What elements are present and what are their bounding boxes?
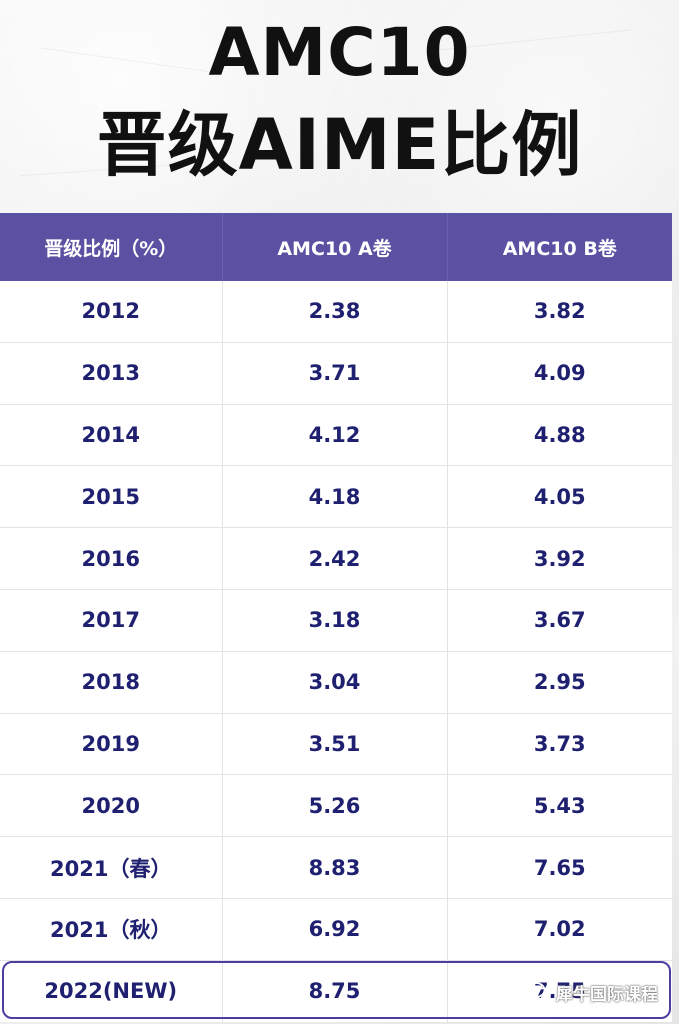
amc10b-value: 2.95 xyxy=(447,651,672,714)
amc10b-value: 5.43 xyxy=(447,774,672,838)
amc10a-value: 6.92 xyxy=(222,898,448,961)
year-cell: 2013 xyxy=(0,342,223,405)
results-table-container: 晋级比例（%） AMC10 A卷 AMC10 B卷 2012 2.38 3.82… xyxy=(0,213,672,1022)
table-row: 2014 4.12 4.88 xyxy=(0,404,672,467)
header-amc10b: AMC10 B卷 xyxy=(447,213,672,281)
header-ratio-label: 晋级比例（%） xyxy=(0,213,223,281)
table-row: 2021（春） 8.83 7.65 xyxy=(0,836,672,899)
table-row: 2018 3.04 2.95 xyxy=(0,651,672,714)
year-cell: 2022(NEW) xyxy=(0,960,223,1022)
watermark: 犀牛国际课程 xyxy=(526,979,658,1005)
amc10b-value: 4.05 xyxy=(447,465,672,529)
amc10a-value: 8.83 xyxy=(222,836,448,899)
table-row: 2015 4.18 4.05 xyxy=(0,465,672,529)
amc10b-value: 4.09 xyxy=(447,342,672,405)
header-amc10a: AMC10 A卷 xyxy=(222,213,448,281)
table-row: 2020 5.26 5.43 xyxy=(0,774,672,838)
amc10b-value: 3.67 xyxy=(447,589,672,652)
amc10b-value: 3.82 xyxy=(447,281,672,343)
amc10b-value: 4.88 xyxy=(447,404,672,467)
table-row: 2013 3.71 4.09 xyxy=(0,342,672,405)
year-cell: 2018 xyxy=(0,651,223,714)
amc10a-value: 3.04 xyxy=(222,651,448,714)
amc10b-value: 7.65 xyxy=(447,836,672,899)
table-header-row: 晋级比例（%） AMC10 A卷 AMC10 B卷 xyxy=(0,213,672,281)
year-cell: 2021（春） xyxy=(0,836,223,899)
results-table: 晋级比例（%） AMC10 A卷 AMC10 B卷 2012 2.38 3.82… xyxy=(0,213,672,1022)
amc10b-value: 7.75 xyxy=(447,960,672,1022)
amc10a-value: 2.42 xyxy=(222,527,448,590)
amc10b-value: 3.73 xyxy=(447,713,672,776)
year-cell: 2014 xyxy=(0,404,223,467)
table-row: 2017 3.18 3.67 xyxy=(0,589,672,652)
year-cell: 2017 xyxy=(0,589,223,652)
watermark-text: 犀牛国际课程 xyxy=(556,984,658,1005)
amc10a-value: 4.18 xyxy=(222,465,448,529)
year-cell: 2016 xyxy=(0,527,223,590)
year-cell: 2021（秋） xyxy=(0,898,223,961)
year-cell: 2012 xyxy=(0,281,223,343)
amc10a-value: 3.71 xyxy=(222,342,448,405)
page-title-line1: AMC10 xyxy=(208,14,471,91)
year-cell: 2019 xyxy=(0,713,223,776)
amc10a-value: 2.38 xyxy=(222,281,448,343)
amc10a-value: 3.51 xyxy=(222,713,448,776)
table-row-highlighted: 2022(NEW) 8.75 7.75 xyxy=(0,960,672,1022)
table-row: 2012 2.38 3.82 xyxy=(0,281,672,343)
table-row: 2016 2.42 3.92 xyxy=(0,527,672,590)
year-cell: 2020 xyxy=(0,774,223,838)
table-row: 2019 3.51 3.73 xyxy=(0,713,672,776)
amc10a-value: 4.12 xyxy=(222,404,448,467)
page-title-line2: 晋级AIME比例 xyxy=(96,104,583,186)
year-cell: 2015 xyxy=(0,465,223,529)
wechat-icon xyxy=(526,982,551,1001)
table-row: 2021（秋） 6.92 7.02 xyxy=(0,898,672,961)
amc10b-value: 3.92 xyxy=(447,527,672,590)
amc10a-value: 8.75 xyxy=(222,960,448,1022)
amc10a-value: 5.26 xyxy=(222,774,448,838)
amc10b-value: 7.02 xyxy=(447,898,672,961)
amc10a-value: 3.18 xyxy=(222,589,448,652)
